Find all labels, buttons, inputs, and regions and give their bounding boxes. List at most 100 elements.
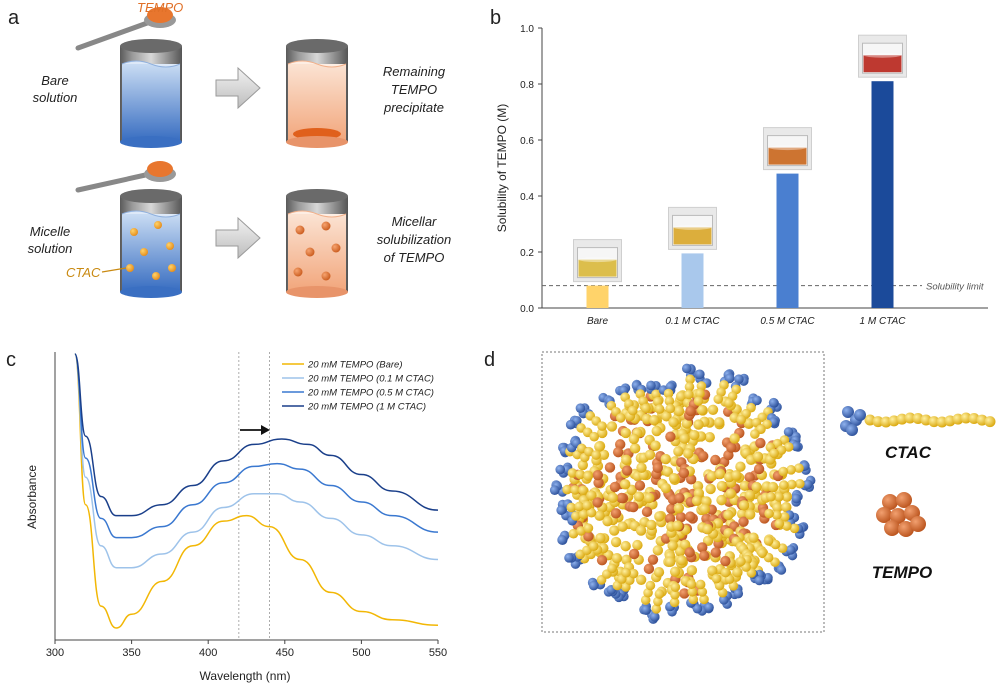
tempo-sphere bbox=[592, 497, 603, 508]
ctac-tail-sphere bbox=[707, 565, 718, 576]
ctac-tail-sphere bbox=[872, 416, 884, 428]
tempo-sphere bbox=[612, 446, 624, 458]
tempo-sphere bbox=[678, 467, 690, 479]
ctac-tail-sphere bbox=[735, 461, 746, 472]
ctac-tail-sphere bbox=[611, 553, 623, 564]
ctac-tail-sphere bbox=[621, 567, 631, 578]
ctac-tail-sphere bbox=[716, 480, 728, 492]
tempo-molecule-icon bbox=[876, 492, 926, 537]
ctac-tail-sphere bbox=[635, 525, 647, 536]
cylinder-precipitate-icon bbox=[286, 39, 348, 148]
shift-arrow-icon bbox=[240, 425, 270, 435]
ctac-tail-sphere bbox=[641, 403, 651, 414]
ctac-tail-sphere bbox=[960, 412, 972, 424]
b-y-tick-label: 1.0 bbox=[520, 24, 534, 35]
cylinder-solubilized-icon bbox=[286, 189, 348, 298]
ctac-tail-sphere bbox=[693, 396, 704, 406]
tempo-sphere bbox=[610, 508, 622, 519]
ctac-tail-sphere bbox=[787, 479, 797, 490]
ctac-tail-sphere bbox=[673, 502, 685, 514]
vial-surface bbox=[578, 257, 617, 263]
ctac-tail-sphere bbox=[670, 582, 681, 592]
b-x-tick-label: 0.5 M CTAC bbox=[760, 316, 815, 327]
ctac-tail-sphere bbox=[665, 403, 676, 414]
ctac-tail-sphere bbox=[583, 471, 593, 481]
ctac-head-sphere bbox=[681, 363, 692, 374]
b-y-tick-label: 0.4 bbox=[520, 192, 534, 203]
ctac-tail-sphere bbox=[702, 524, 713, 535]
ctac-tail-sphere bbox=[779, 480, 789, 490]
c-x-tick-label: 450 bbox=[276, 647, 294, 659]
ctac-tail-sphere bbox=[716, 494, 727, 506]
ctac-tail-sphere bbox=[640, 595, 651, 605]
tempo-sphere bbox=[697, 451, 709, 462]
c-y-axis-label: Absorbance bbox=[25, 465, 39, 529]
ctac-tail-sphere bbox=[731, 470, 742, 481]
ctac-tail-sphere bbox=[651, 425, 662, 437]
ctac-tail-sphere bbox=[628, 433, 640, 445]
ctac-tail-sphere bbox=[643, 587, 653, 598]
ctac-tail-sphere bbox=[576, 443, 587, 454]
ctac-tail-sphere bbox=[684, 382, 695, 392]
ctac-tail-sphere bbox=[706, 471, 718, 482]
ctac-tail-sphere bbox=[628, 568, 639, 579]
tempo-sphere bbox=[876, 507, 892, 523]
c-series-line bbox=[74, 353, 439, 629]
c-legend-label: 20 mM TEMPO (0.1 M CTAC) bbox=[307, 374, 434, 385]
ctac-tail-sphere bbox=[743, 418, 755, 429]
ctac-tail-sphere bbox=[673, 446, 684, 457]
ctac-tail-sphere bbox=[636, 462, 647, 473]
ctac-tail-sphere bbox=[786, 465, 796, 475]
ctac-head-sphere bbox=[719, 595, 729, 605]
tempo-sphere bbox=[898, 521, 914, 537]
tempo-sphere bbox=[884, 520, 900, 536]
b-bar bbox=[586, 285, 609, 308]
ctac-tail-sphere bbox=[725, 488, 736, 499]
ctac-tail-sphere bbox=[684, 389, 694, 400]
ctac-tail-sphere bbox=[660, 453, 671, 465]
ctac-head-sphere bbox=[557, 535, 567, 545]
vial-surface bbox=[863, 52, 902, 58]
b-x-tick-label: 0.1 M CTAC bbox=[665, 316, 720, 327]
ctac-head-sphere bbox=[733, 588, 744, 599]
panel-label-a: a bbox=[8, 7, 20, 29]
ctac-tail-sphere bbox=[668, 417, 679, 428]
vial-surface bbox=[768, 145, 807, 151]
ctac-tail-sphere bbox=[568, 528, 579, 539]
tempo-sphere bbox=[596, 554, 608, 566]
ctac-tail-sphere bbox=[574, 501, 585, 512]
b-y-tick-label: 0.2 bbox=[520, 248, 534, 259]
spoon-top-icon bbox=[75, 7, 176, 51]
ctac-tail-sphere bbox=[669, 566, 681, 577]
tempo-sphere bbox=[685, 474, 697, 485]
panel-label-c: c bbox=[6, 349, 16, 371]
ctac-tail-sphere bbox=[904, 412, 916, 424]
ctac-tail-sphere bbox=[654, 589, 665, 599]
ctac-head-sphere bbox=[803, 479, 813, 490]
ctac-tail-sphere bbox=[789, 523, 800, 534]
ctac-tail-sphere bbox=[629, 443, 641, 454]
ctac-tail-sphere bbox=[664, 396, 675, 406]
ctac-tail-sphere bbox=[689, 430, 700, 441]
ctac-tail-sphere bbox=[713, 417, 725, 428]
c-series-line bbox=[74, 353, 439, 539]
tempo-sphere bbox=[882, 494, 898, 510]
ctac-tail-sphere bbox=[794, 463, 804, 473]
ctac-tail-sphere bbox=[591, 450, 601, 460]
ctac-tail-sphere bbox=[687, 586, 698, 597]
ctac-head-sphere bbox=[575, 403, 586, 413]
ctac-tail-sphere bbox=[651, 389, 661, 400]
tempo-sphere bbox=[685, 511, 696, 522]
b-solubility-limit-label: Solubility limit bbox=[926, 282, 984, 293]
result-bottom-label: Micellar solubilization of TEMPO bbox=[377, 214, 451, 265]
ctac-tail-sphere bbox=[607, 563, 617, 574]
ctac-head-sphere bbox=[734, 374, 744, 384]
ctac-tail-sphere bbox=[620, 479, 631, 490]
ctac-tail-sphere bbox=[729, 433, 740, 444]
ctac-tail-sphere bbox=[673, 405, 685, 417]
c-x-tick-label: 400 bbox=[199, 647, 217, 659]
ctac-tail-sphere bbox=[763, 536, 774, 546]
ctac-tail-sphere bbox=[686, 565, 698, 576]
c-legend-label: 20 mM TEMPO (Bare) bbox=[307, 360, 403, 371]
c-legend-label: 20 mM TEMPO (0.5 M CTAC) bbox=[307, 388, 434, 399]
